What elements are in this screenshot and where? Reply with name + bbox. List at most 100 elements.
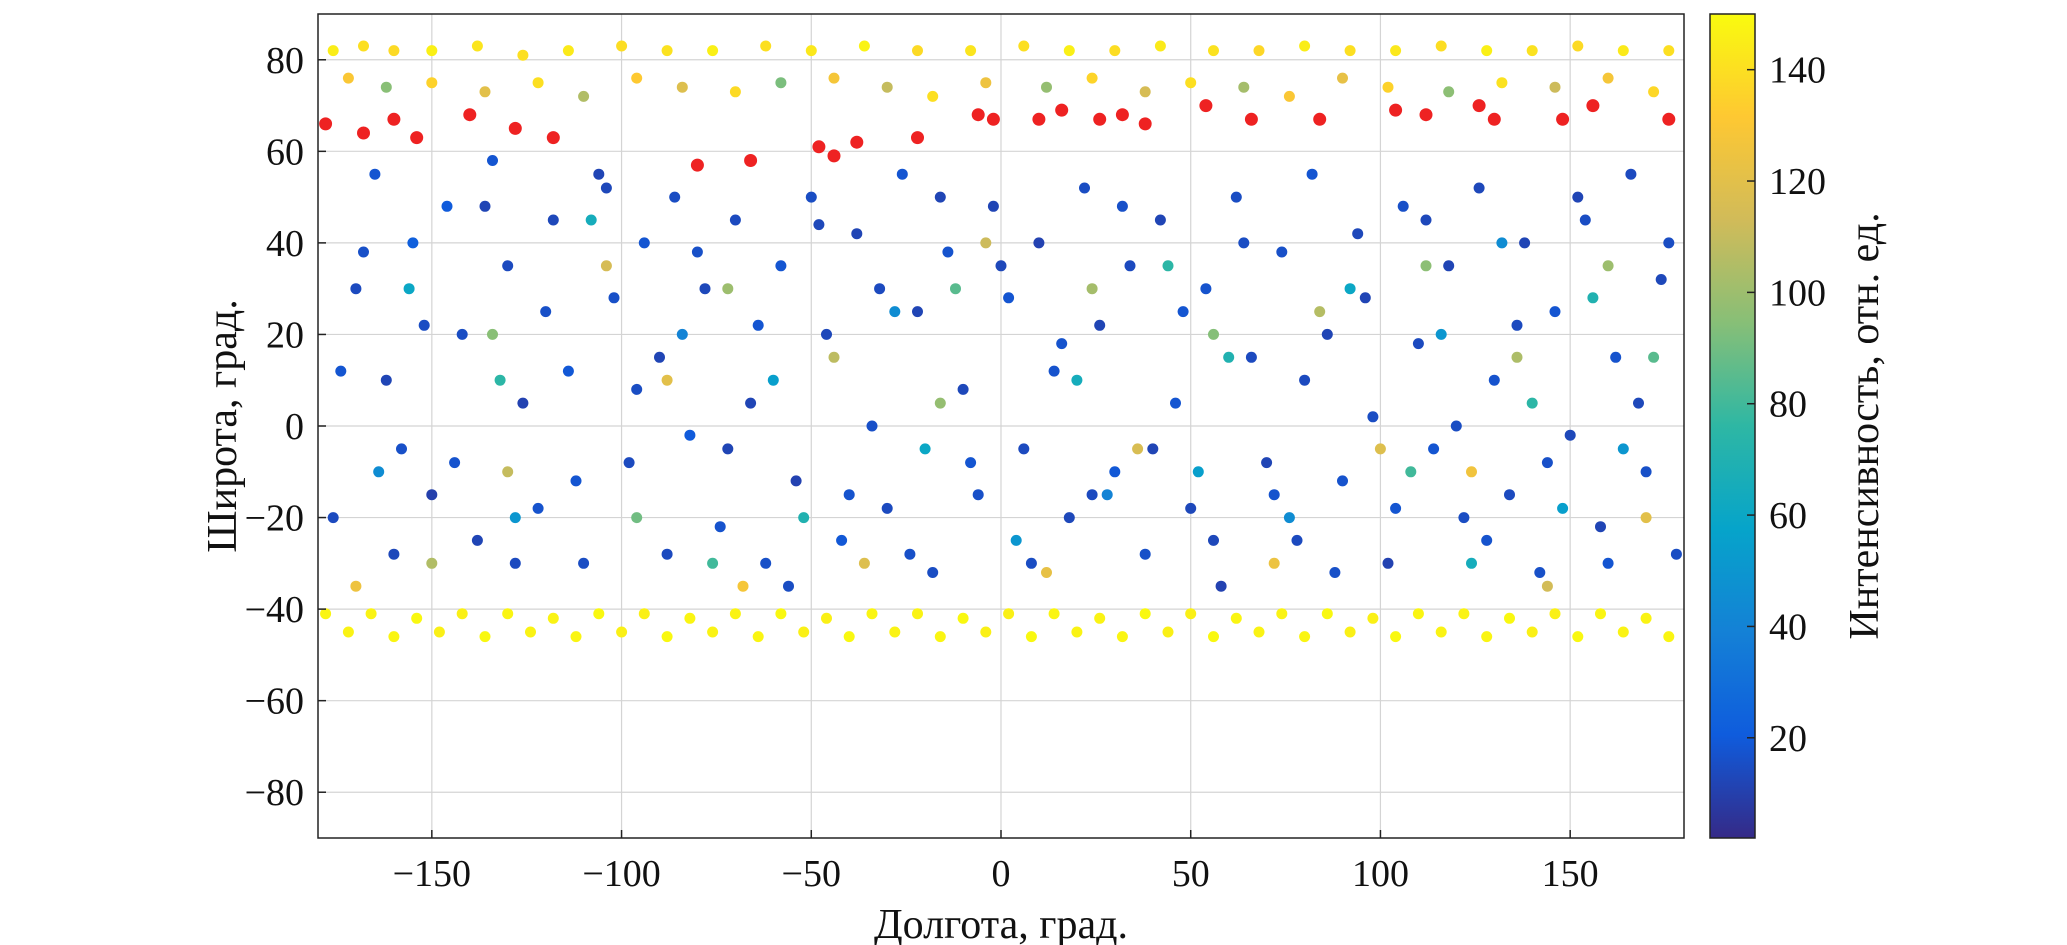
data-point [509, 512, 521, 524]
data-point [1215, 580, 1227, 592]
data-point [1253, 45, 1265, 57]
data-point [1595, 608, 1606, 620]
data-point [365, 608, 377, 620]
data-point [1670, 548, 1682, 560]
data-point [1154, 40, 1166, 52]
y-axis-label: Широта, град. [200, 299, 246, 553]
data-point [1162, 260, 1174, 272]
data-point [388, 631, 400, 643]
data-point [1276, 246, 1288, 258]
data-point [1556, 112, 1570, 126]
data-point [593, 168, 605, 180]
data-point [1405, 466, 1417, 478]
data-point [1602, 557, 1614, 569]
data-point [827, 149, 841, 163]
data-point [1230, 191, 1242, 203]
data-point [1549, 306, 1561, 318]
data-point [1299, 40, 1311, 52]
data-point [1625, 168, 1637, 180]
data-point [1420, 260, 1432, 272]
data-point [858, 40, 870, 52]
data-point [1253, 626, 1265, 638]
data-point [752, 631, 764, 643]
data-point [995, 260, 1007, 272]
data-point [798, 512, 810, 524]
data-point [1481, 534, 1493, 546]
data-point [1329, 567, 1341, 578]
data-point [1602, 260, 1614, 272]
data-point [532, 77, 544, 89]
data-point [934, 191, 946, 203]
data-point [874, 283, 886, 295]
data-point [631, 72, 643, 84]
data-point [570, 475, 582, 487]
data-point [1382, 557, 1394, 569]
data-point [418, 319, 430, 331]
data-point [950, 283, 961, 295]
data-point [1640, 512, 1652, 524]
data-point [1367, 411, 1379, 423]
data-point [1390, 502, 1402, 514]
data-point [942, 246, 954, 258]
data-point [1420, 214, 1432, 226]
data-point [1094, 319, 1106, 331]
data-point [578, 90, 590, 102]
data-point [380, 374, 392, 386]
data-point [881, 81, 893, 93]
data-point [1124, 260, 1136, 272]
data-point [654, 351, 665, 363]
x-axis-label: Долгота, град. [874, 902, 1128, 945]
data-point [1101, 489, 1113, 501]
data-point [722, 283, 734, 295]
data-point [1018, 40, 1030, 52]
data-point [411, 612, 423, 624]
data-point [1306, 168, 1318, 180]
data-point [858, 557, 870, 569]
data-point [1352, 228, 1364, 240]
data-point [433, 626, 445, 638]
data-point [1534, 567, 1546, 578]
data-point [1003, 292, 1015, 304]
data-point [1276, 608, 1288, 620]
data-point [1511, 319, 1523, 331]
data-point [1526, 626, 1538, 638]
data-point [775, 608, 787, 620]
data-point [396, 443, 407, 455]
data-point [479, 200, 491, 212]
y-tick-label: 20 [266, 314, 304, 356]
data-point [1579, 214, 1591, 226]
data-point [1389, 103, 1403, 117]
data-point [1487, 112, 1501, 126]
data-point [547, 214, 559, 226]
data-point [1283, 90, 1295, 102]
data-point [896, 168, 908, 180]
colorbar [1709, 13, 1756, 839]
data-point [616, 40, 628, 52]
y-axis-ticks: −80 −60 −40 −20 0 20 40 60 80 [245, 40, 326, 814]
y-tick-label: 80 [266, 40, 304, 82]
data-point [790, 475, 802, 487]
data-point [805, 191, 817, 203]
data-point [319, 117, 333, 131]
data-point [684, 429, 696, 441]
data-point [570, 631, 582, 643]
data-point [616, 626, 628, 638]
data-point [1192, 466, 1204, 478]
data-point [509, 557, 521, 569]
data-point [836, 534, 848, 546]
data-point [342, 626, 354, 638]
data-point [1139, 86, 1151, 98]
data-point [911, 131, 924, 145]
data-point [525, 626, 536, 638]
data-point [1283, 512, 1295, 524]
data-point [1473, 182, 1485, 194]
data-point [585, 214, 597, 226]
data-point [1139, 608, 1151, 620]
data-point [410, 131, 424, 145]
data-point [805, 45, 817, 57]
data-point [373, 466, 385, 478]
colorbar-tick-label: 60 [1769, 495, 1807, 537]
data-point [661, 45, 673, 57]
y-tick-label: −20 [245, 498, 304, 540]
data-point [1025, 557, 1037, 569]
